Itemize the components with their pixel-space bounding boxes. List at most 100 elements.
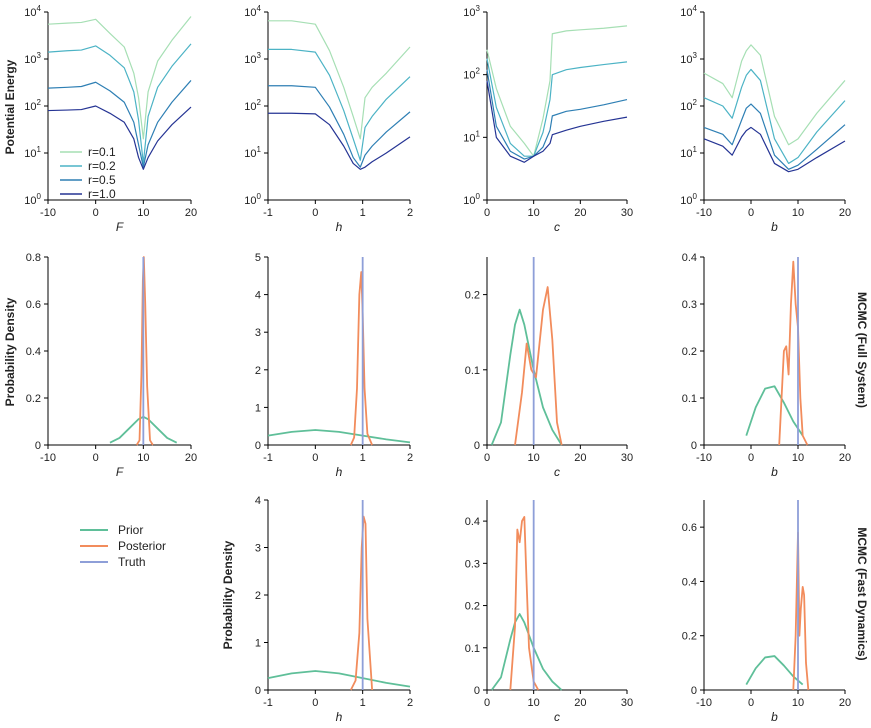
y-tick-label: 104 bbox=[680, 4, 697, 19]
x-tick-label: 2 bbox=[407, 697, 413, 709]
series-line-r10 bbox=[486, 80, 628, 163]
series-line-r10 bbox=[47, 105, 192, 170]
legend-label-r05: r=0.5 bbox=[88, 173, 116, 187]
series-line-r05 bbox=[268, 85, 411, 168]
x-tick-label: -1 bbox=[263, 207, 273, 219]
prior-line bbox=[490, 613, 563, 691]
y-tick-label: 101 bbox=[463, 129, 480, 144]
y-tick-label: 0.2 bbox=[682, 346, 697, 358]
x-axis-label: F bbox=[116, 220, 124, 234]
series-line-r10 bbox=[703, 126, 846, 173]
y-tick-label: 1 bbox=[255, 638, 261, 650]
y-tick-label: 0.3 bbox=[682, 299, 697, 311]
y-tick-label: 100 bbox=[244, 192, 261, 207]
series-line-r05 bbox=[47, 80, 192, 168]
x-tick-label: 30 bbox=[621, 452, 633, 464]
y-tick-label: 0.4 bbox=[465, 516, 480, 528]
x-tick-label: 20 bbox=[574, 452, 586, 464]
x-tick-label: -10 bbox=[40, 207, 56, 219]
x-tick-label: 20 bbox=[574, 697, 586, 709]
series-line-r01 bbox=[268, 20, 411, 140]
x-tick-label: -1 bbox=[263, 697, 273, 709]
y-tick-label: 0.4 bbox=[26, 346, 41, 358]
density-ylabel-row2: Probability Density bbox=[3, 297, 17, 406]
x-tick-label: -10 bbox=[696, 697, 712, 709]
series-line-r01 bbox=[703, 44, 846, 146]
y-tick-label: 0.4 bbox=[682, 252, 697, 264]
y-tick-label: 101 bbox=[244, 145, 261, 160]
x-tick-label: 0 bbox=[312, 697, 318, 709]
posterior-line bbox=[509, 515, 540, 691]
y-tick-label: 0 bbox=[691, 440, 697, 452]
x-tick-label: 0 bbox=[748, 697, 754, 709]
x-tick-label: 20 bbox=[839, 452, 851, 464]
series-line-r02 bbox=[268, 48, 411, 161]
series-line-r10 bbox=[268, 112, 411, 170]
prior-line bbox=[267, 429, 411, 444]
x-tick-label: 10 bbox=[528, 452, 540, 464]
legend-label-truth: Truth bbox=[118, 555, 146, 569]
y-tick-label: 103 bbox=[244, 51, 261, 66]
y-tick-label: 103 bbox=[680, 51, 697, 66]
x-tick-label: 0 bbox=[93, 452, 99, 464]
x-tick-label: 20 bbox=[574, 207, 586, 219]
x-tick-label: -10 bbox=[696, 207, 712, 219]
y-tick-label: 2 bbox=[255, 365, 261, 377]
y-tick-label: 100 bbox=[463, 192, 480, 207]
y-tick-label: 5 bbox=[255, 252, 261, 264]
y-tick-label: 102 bbox=[24, 98, 41, 113]
x-tick-label: 0 bbox=[748, 452, 754, 464]
y-tick-label: 104 bbox=[244, 4, 261, 19]
y-tick-label: 3 bbox=[255, 543, 261, 555]
legend-label-posterior: Posterior bbox=[118, 539, 166, 553]
y-tick-label: 0 bbox=[474, 685, 480, 697]
x-tick-label: 10 bbox=[528, 697, 540, 709]
y-tick-label: 102 bbox=[680, 98, 697, 113]
y-tick-label: 0 bbox=[255, 685, 261, 697]
y-tick-label: 0.2 bbox=[465, 601, 480, 613]
x-tick-label: 20 bbox=[185, 207, 197, 219]
y-tick-label: 104 bbox=[24, 4, 41, 19]
x-tick-label: 10 bbox=[528, 207, 540, 219]
legend-label-prior: Prior bbox=[118, 523, 143, 537]
y-tick-label: 100 bbox=[680, 192, 697, 207]
panel-energy-c: 0 10 20 30 c 100 101 102 103 bbox=[463, 4, 633, 234]
density-ylabel-row3: Probability Density bbox=[221, 540, 235, 649]
density-legend: Prior Posterior Truth bbox=[80, 523, 166, 569]
x-tick-label: 0 bbox=[312, 452, 318, 464]
x-axis-label: b bbox=[771, 220, 778, 234]
legend-label-r10: r=1.0 bbox=[88, 187, 116, 201]
y-tick-label: 2 bbox=[255, 590, 261, 602]
x-axis-label: h bbox=[336, 220, 343, 234]
x-tick-label: -1 bbox=[263, 452, 273, 464]
series-line-r02 bbox=[486, 58, 628, 157]
y-tick-label: 0.6 bbox=[682, 522, 697, 534]
y-tick-label: 0.1 bbox=[682, 393, 697, 405]
y-tick-label: 0.1 bbox=[465, 365, 480, 377]
x-tick-label: 1 bbox=[360, 207, 366, 219]
panel-energy-F: -10 0 10 20 F 100 101 102 103 104 bbox=[24, 4, 197, 234]
x-tick-label: 20 bbox=[839, 697, 851, 709]
y-tick-label: 103 bbox=[463, 4, 480, 19]
x-axis-label: h bbox=[336, 710, 343, 724]
mcmc-fast-dynamics-label: MCMC (Fast Dynamics) bbox=[855, 527, 869, 660]
y-tick-label: 101 bbox=[24, 145, 41, 160]
y-tick-label: 101 bbox=[680, 145, 697, 160]
x-axis-label: b bbox=[771, 465, 778, 479]
y-tick-label: 102 bbox=[244, 98, 261, 113]
x-axis-label: F bbox=[116, 465, 124, 479]
y-tick-label: 0.2 bbox=[465, 290, 480, 302]
x-tick-label: 2 bbox=[407, 452, 413, 464]
posterior-line bbox=[350, 271, 373, 446]
panel-full-c: 0 10 20 30 c 0 0.1 0.2 bbox=[465, 257, 633, 479]
y-tick-label: 4 bbox=[255, 290, 261, 302]
x-tick-label: 20 bbox=[185, 452, 197, 464]
x-axis-label: b bbox=[771, 710, 778, 724]
y-tick-label: 4 bbox=[255, 495, 261, 507]
x-tick-label: 10 bbox=[137, 452, 149, 464]
